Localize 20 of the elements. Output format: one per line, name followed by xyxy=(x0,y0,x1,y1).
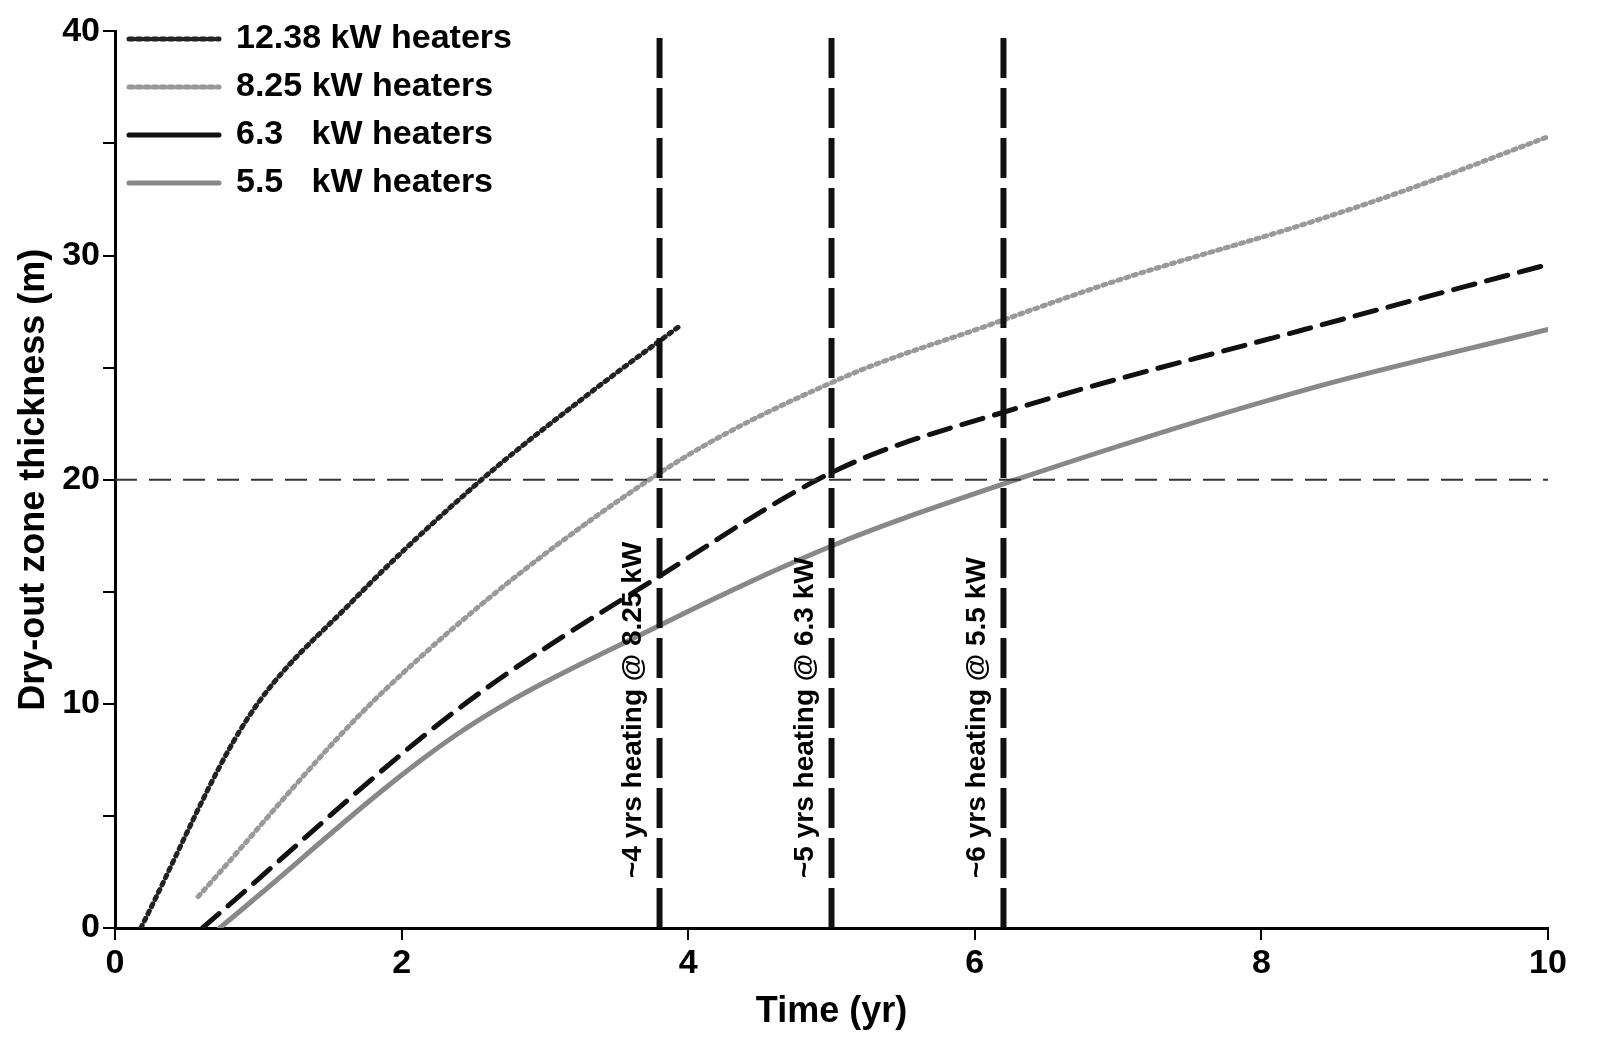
ref-line-label: ~6 yrs heating @ 5.5 kW xyxy=(960,556,992,878)
x-tick-label: 10 xyxy=(1529,941,1567,980)
y-tick-label: 20 xyxy=(62,458,101,497)
legend-label: 6.3 kW heaters xyxy=(236,113,494,152)
x-tick-label: 6 xyxy=(965,941,985,980)
x-tick-label: 4 xyxy=(678,941,698,980)
x-tick-label: 8 xyxy=(1251,941,1271,980)
y-tick-label: 40 xyxy=(62,9,101,48)
y-tick-label: 30 xyxy=(62,233,101,272)
legend-label: 5.5 kW heaters xyxy=(236,161,494,200)
x-tick-label: 0 xyxy=(105,941,125,980)
ref-line-label: ~4 yrs heating @ 8.25 kW xyxy=(616,541,648,878)
x-tick-label: 2 xyxy=(392,941,412,980)
y-axis-title: Dry-out zone thickness (m) xyxy=(10,248,52,711)
y-tick-label: 10 xyxy=(62,682,101,721)
y-tick-label: 0 xyxy=(81,906,101,945)
legend-label: 8.25 kW heaters xyxy=(236,65,494,104)
ref-line-label: ~5 yrs heating @ 6.3 kW xyxy=(788,556,820,878)
x-axis-title: Time (yr) xyxy=(755,989,908,1031)
legend-label: 12.38 kW heaters xyxy=(236,17,512,56)
